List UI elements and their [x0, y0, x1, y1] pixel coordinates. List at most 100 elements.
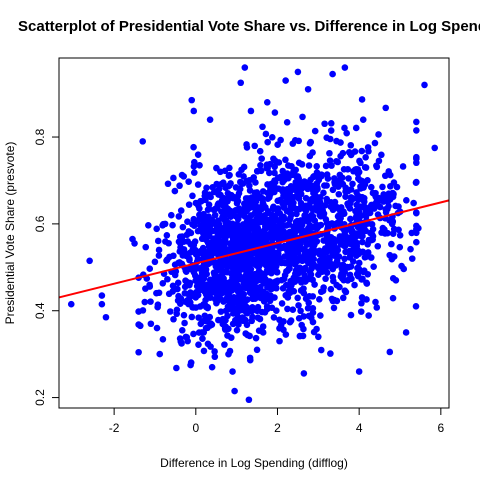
data-point — [212, 261, 220, 269]
data-point — [256, 293, 263, 301]
data-point — [180, 173, 188, 180]
data-point — [347, 311, 355, 319]
data-point — [331, 296, 338, 304]
data-point — [301, 237, 309, 244]
data-point — [238, 231, 245, 239]
data-point — [407, 245, 414, 253]
data-point — [278, 213, 286, 221]
data-point — [341, 64, 349, 71]
data-point — [402, 329, 410, 336]
data-point — [321, 202, 329, 209]
data-point — [323, 171, 331, 178]
data-point — [183, 268, 190, 276]
data-point — [359, 238, 366, 246]
data-point — [198, 235, 206, 243]
data-point — [378, 151, 385, 159]
data-point — [341, 255, 348, 263]
data-point — [304, 85, 312, 93]
data-point — [431, 144, 439, 152]
data-point — [274, 205, 282, 212]
data-point — [293, 182, 300, 190]
data-point — [333, 281, 340, 289]
data-point — [156, 350, 164, 358]
data-point — [281, 271, 289, 279]
data-point — [302, 194, 310, 202]
data-point — [206, 244, 214, 251]
data-point — [413, 238, 420, 246]
data-point — [287, 183, 295, 190]
data-point — [269, 250, 277, 257]
data-point — [244, 195, 252, 202]
data-point — [177, 207, 185, 214]
data-point — [282, 291, 289, 299]
data-point — [410, 199, 417, 207]
data-point — [242, 258, 250, 265]
data-point — [169, 221, 176, 229]
data-point — [166, 308, 174, 315]
data-point — [195, 314, 202, 321]
data-point — [192, 294, 199, 301]
data-point — [257, 277, 265, 284]
data-point — [199, 335, 206, 342]
data-point — [365, 312, 372, 319]
data-point — [199, 266, 207, 274]
data-point — [246, 234, 253, 241]
data-point — [204, 340, 212, 348]
data-point — [313, 163, 321, 170]
data-point — [323, 195, 331, 203]
data-point — [335, 190, 343, 198]
data-point — [214, 229, 222, 236]
data-point — [355, 209, 362, 217]
data-point — [282, 77, 289, 84]
data-point — [195, 341, 202, 348]
data-point — [258, 155, 265, 162]
data-point — [295, 159, 303, 167]
data-point — [211, 211, 219, 219]
data-point — [386, 348, 394, 356]
data-point — [276, 245, 284, 252]
data-point — [293, 244, 300, 252]
data-point — [264, 164, 271, 172]
data-point — [237, 206, 244, 214]
data-point — [384, 205, 391, 213]
data-point — [286, 318, 294, 326]
data-point — [159, 280, 167, 287]
data-point — [290, 287, 298, 295]
data-point — [161, 220, 169, 228]
data-point — [262, 230, 269, 238]
data-point — [153, 225, 160, 233]
data-point — [190, 107, 198, 115]
data-point — [268, 180, 275, 188]
data-point — [353, 239, 361, 247]
data-point — [375, 131, 382, 138]
data-point — [229, 368, 236, 375]
data-point — [206, 191, 213, 198]
data-point — [168, 211, 175, 219]
data-point — [178, 327, 186, 334]
data-point — [236, 291, 244, 299]
data-point — [358, 96, 366, 103]
regression-line — [58, 199, 450, 299]
data-point — [265, 268, 272, 276]
data-point — [294, 68, 302, 76]
data-point — [151, 258, 159, 266]
data-point — [403, 197, 410, 204]
data-point — [343, 238, 350, 245]
data-point — [366, 203, 373, 211]
data-point — [327, 285, 335, 293]
data-point — [362, 154, 369, 161]
data-point — [283, 222, 290, 229]
data-point — [247, 107, 255, 115]
data-point — [221, 232, 228, 240]
data-point — [145, 222, 152, 229]
data-point — [302, 207, 310, 215]
data-point — [242, 266, 250, 274]
data-point — [341, 287, 349, 294]
data-point — [221, 341, 228, 348]
data-point — [246, 356, 254, 364]
data-point — [213, 296, 221, 303]
data-point — [267, 292, 274, 300]
data-point — [305, 299, 313, 307]
data-point — [268, 218, 276, 226]
data-point — [315, 176, 323, 184]
